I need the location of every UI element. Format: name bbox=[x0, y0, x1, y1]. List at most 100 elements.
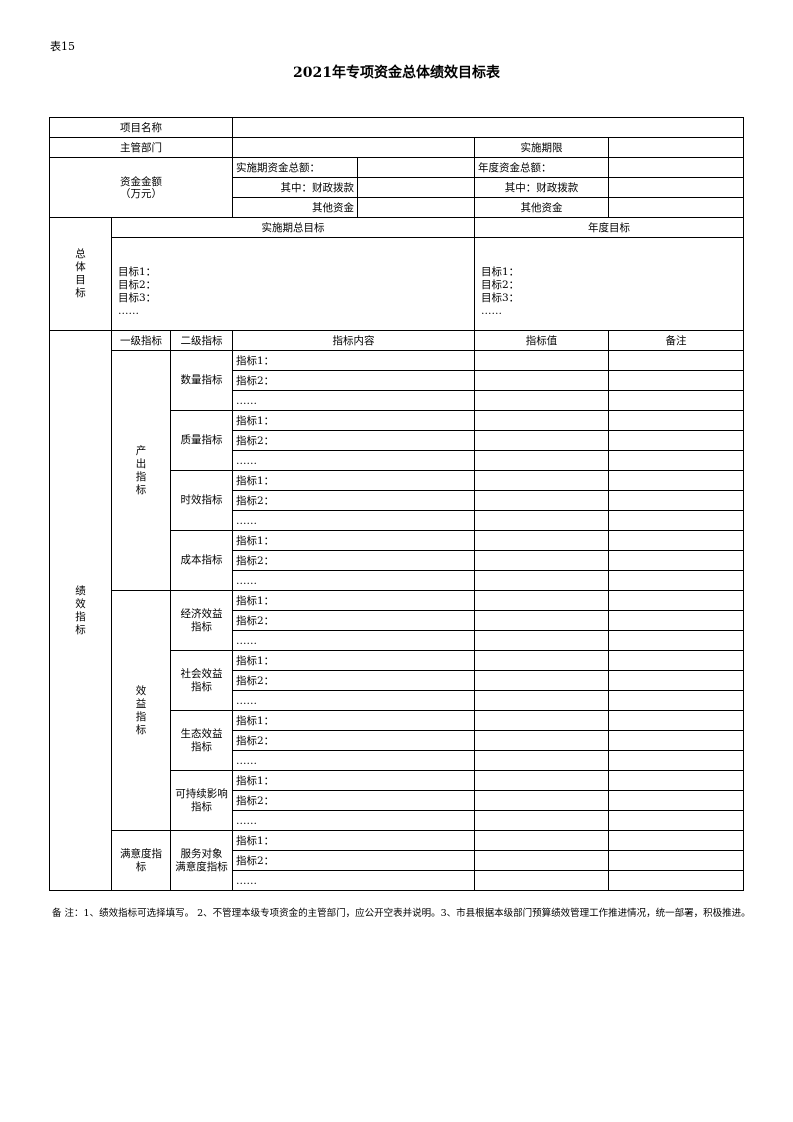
indicator-value-field[interactable] bbox=[474, 690, 609, 711]
indicator-value-field[interactable] bbox=[474, 750, 609, 771]
annual-other-field[interactable] bbox=[608, 197, 744, 218]
indicator-value-field[interactable] bbox=[474, 570, 609, 591]
indicator-content-field[interactable]: 指标1： bbox=[232, 470, 475, 491]
indicator-remark-field[interactable] bbox=[608, 730, 744, 751]
indicator-content-field[interactable]: …… bbox=[232, 450, 475, 471]
indicator-value-field[interactable] bbox=[474, 490, 609, 511]
indicator-remark-field[interactable] bbox=[608, 510, 744, 531]
indicator-content-field[interactable]: …… bbox=[232, 870, 475, 891]
indicator-content-field[interactable]: 指标1： bbox=[232, 710, 475, 731]
period-field[interactable] bbox=[608, 137, 744, 158]
indicator-remark-field[interactable] bbox=[608, 850, 744, 871]
indicator-content-field[interactable]: …… bbox=[232, 630, 475, 651]
indicator-remark-field[interactable] bbox=[608, 650, 744, 671]
annual-other-label: 其他资金 bbox=[474, 197, 609, 218]
indicator-value-field[interactable] bbox=[474, 410, 609, 431]
indicator-content-field[interactable]: …… bbox=[232, 690, 475, 711]
indicator-remark-field[interactable] bbox=[608, 710, 744, 731]
indicator-content-field[interactable]: 指标1： bbox=[232, 350, 475, 371]
indicator-remark-field[interactable] bbox=[608, 750, 744, 771]
indicator-content-field[interactable]: …… bbox=[232, 570, 475, 591]
indicator-content-field[interactable]: 指标1： bbox=[232, 770, 475, 791]
indicator-value-field[interactable] bbox=[474, 870, 609, 891]
indicator-content-field[interactable]: 指标2： bbox=[232, 850, 475, 871]
table-number: 表15 bbox=[50, 40, 75, 53]
indicator-remark-field[interactable] bbox=[608, 470, 744, 491]
department-field[interactable] bbox=[232, 137, 475, 158]
indicator-remark-field[interactable] bbox=[608, 450, 744, 471]
indicator-row: 效 益 指 标经济效益 指标 指标1： bbox=[50, 590, 744, 831]
goals-section-label: 总 体 目 标 bbox=[49, 217, 112, 331]
indicator-value-field[interactable] bbox=[474, 350, 609, 371]
period-goal-field[interactable]: 目标1： 目标2： 目标3： …… bbox=[111, 237, 475, 331]
indicator-content-field[interactable]: 指标1： bbox=[232, 650, 475, 671]
indicator-content-field[interactable]: …… bbox=[232, 750, 475, 771]
indicator-content-field[interactable]: 指标2： bbox=[232, 550, 475, 571]
indicator-remark-field[interactable] bbox=[608, 690, 744, 711]
indicator-value-field[interactable] bbox=[474, 590, 609, 611]
annual-goal-label: 年度目标 bbox=[474, 217, 744, 238]
indicator-content-field[interactable]: 指标1： bbox=[232, 530, 475, 551]
indicator-content-field[interactable]: 指标2： bbox=[232, 430, 475, 451]
project-name-field[interactable] bbox=[232, 117, 744, 138]
indicator-content-field[interactable]: 指标2： bbox=[232, 790, 475, 811]
indicator-remark-field[interactable] bbox=[608, 350, 744, 371]
indicator-value-field[interactable] bbox=[474, 850, 609, 871]
period-other-field[interactable] bbox=[357, 197, 475, 218]
indicator-remark-field[interactable] bbox=[608, 870, 744, 891]
indicator-content-field[interactable]: 指标2： bbox=[232, 370, 475, 391]
indicator-value-field[interactable] bbox=[474, 670, 609, 691]
indicator-value-field[interactable] bbox=[474, 710, 609, 731]
indicator-value-field[interactable] bbox=[474, 510, 609, 531]
indicator-value-field[interactable] bbox=[474, 830, 609, 851]
indicator-value-field[interactable] bbox=[474, 770, 609, 791]
indicator-remark-field[interactable] bbox=[608, 550, 744, 571]
indicator-remark-field[interactable] bbox=[608, 530, 744, 551]
indicator-remark-field[interactable] bbox=[608, 590, 744, 611]
indicator-content-field[interactable]: 指标2： bbox=[232, 670, 475, 691]
indicator-remark-field[interactable] bbox=[608, 670, 744, 691]
indicator-content-field[interactable]: 指标2： bbox=[232, 730, 475, 751]
indicator-content-field[interactable]: …… bbox=[232, 390, 475, 411]
period-fiscal-field[interactable] bbox=[357, 177, 475, 198]
indicator-value-field[interactable] bbox=[474, 430, 609, 451]
indicator-value-field[interactable] bbox=[474, 730, 609, 751]
indicator-remark-field[interactable] bbox=[608, 410, 744, 431]
indicator-value-field[interactable] bbox=[474, 790, 609, 811]
indicator-remark-field[interactable] bbox=[608, 630, 744, 651]
indicator-remark-field[interactable] bbox=[608, 430, 744, 451]
level1-indicator-label: 满意度指 标 bbox=[111, 830, 171, 891]
indicator-content-field[interactable]: 指标1： bbox=[232, 590, 475, 611]
indicator-value-field[interactable] bbox=[474, 550, 609, 571]
indicator-value-field[interactable] bbox=[474, 650, 609, 671]
annual-goal-field[interactable]: 目标1： 目标2： 目标3： …… bbox=[474, 237, 744, 331]
indicator-value-field[interactable] bbox=[474, 530, 609, 551]
indicator-value-field[interactable] bbox=[474, 450, 609, 471]
indicator-value-field[interactable] bbox=[474, 370, 609, 391]
indicator-remark-field[interactable] bbox=[608, 790, 744, 811]
indicator-remark-field[interactable] bbox=[608, 610, 744, 631]
indicator-content-field[interactable]: …… bbox=[232, 510, 475, 531]
indicator-remark-field[interactable] bbox=[608, 570, 744, 591]
indicator-remark-field[interactable] bbox=[608, 490, 744, 511]
annual-fiscal-label: 其中：财政拨款 bbox=[474, 177, 609, 198]
indicator-remark-field[interactable] bbox=[608, 810, 744, 831]
level2-indicator-label: 可持续影响 指标 bbox=[170, 770, 233, 831]
annual-fiscal-field[interactable] bbox=[608, 177, 744, 198]
indicator-value-field[interactable] bbox=[474, 390, 609, 411]
indicator-remark-field[interactable] bbox=[608, 830, 744, 851]
indicator-content-field[interactable]: 指标1： bbox=[232, 410, 475, 431]
indicator-remark-field[interactable] bbox=[608, 390, 744, 411]
indicator-value-field[interactable] bbox=[474, 610, 609, 631]
indicator-content-field[interactable]: 指标2： bbox=[232, 490, 475, 511]
indicator-value-field[interactable] bbox=[474, 470, 609, 491]
indicator-value-field[interactable] bbox=[474, 810, 609, 831]
indicator-value-field[interactable] bbox=[474, 630, 609, 651]
annual-total-field[interactable] bbox=[608, 157, 744, 178]
indicator-content-field[interactable]: 指标2： bbox=[232, 610, 475, 631]
period-total-field[interactable] bbox=[357, 157, 475, 178]
indicator-content-field[interactable]: 指标1： bbox=[232, 830, 475, 851]
indicator-remark-field[interactable] bbox=[608, 370, 744, 391]
indicator-content-field[interactable]: …… bbox=[232, 810, 475, 831]
indicator-remark-field[interactable] bbox=[608, 770, 744, 791]
